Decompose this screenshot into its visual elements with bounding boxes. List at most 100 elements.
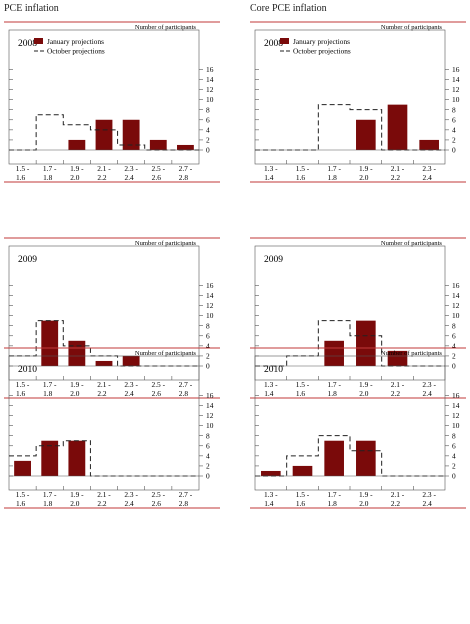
x-tick-label: 1.3 - [264, 380, 278, 389]
x-tick-label: 1.8 [328, 173, 338, 182]
x-tick-label: 1.8 [328, 389, 338, 398]
y-tick-label: 4 [452, 125, 456, 134]
y-tick-label: 10 [452, 311, 460, 320]
year-label: 2009 [18, 255, 37, 265]
y-tick-label: 2 [206, 352, 210, 361]
x-tick-label: 1.8 [43, 499, 53, 508]
x-tick-label: 1.8 [43, 389, 53, 398]
y-tick-label: 8 [206, 321, 210, 330]
x-tick-label: 1.7 - [43, 380, 57, 389]
x-tick-label: 1.8 [43, 173, 53, 182]
pce-2010-panel: Number of participants 0 2 4 6 8 10 12 14 16 1.5 -… [4, 347, 220, 518]
y-tick-label: 0 [452, 362, 456, 371]
january-bar [324, 340, 344, 366]
x-tick-label: 2.3 - [422, 164, 436, 173]
x-tick-label: 2.4 [125, 389, 135, 398]
y-tick-label: 14 [452, 401, 460, 410]
y-axis-label: Number of participants [381, 240, 443, 247]
x-tick-label: 2.1 - [97, 490, 111, 499]
january-bar [177, 144, 194, 150]
x-tick-label: 2.4 [125, 173, 135, 182]
year-label: 2010 [18, 365, 37, 375]
y-tick-label: 10 [206, 421, 214, 430]
x-tick-label: 1.9 - [70, 380, 84, 389]
x-tick-label: 1.7 - [327, 380, 341, 389]
legend-swatch-bar [34, 38, 43, 44]
y-tick-label: 8 [206, 105, 210, 114]
x-tick-label: 2.4 [423, 389, 433, 398]
y-tick-label: 4 [206, 125, 210, 134]
x-tick-label: 2.4 [423, 499, 433, 508]
y-tick-label: 16 [206, 65, 214, 74]
x-tick-label: 2.3 - [422, 490, 436, 499]
x-tick-label: 2.3 - [124, 380, 138, 389]
x-tick-label: 1.8 [328, 499, 338, 508]
x-tick-label: 1.5 - [296, 164, 310, 173]
x-tick-label: 2.1 - [391, 380, 405, 389]
y-tick-label: 8 [452, 321, 456, 330]
x-tick-label: 1.7 - [43, 490, 57, 499]
core-pce-column-title: Core PCE inflation [250, 3, 327, 14]
y-tick-label: 4 [452, 451, 456, 460]
x-tick-label: 1.6 [296, 389, 306, 398]
y-tick-label: 12 [206, 301, 214, 310]
x-tick-label: 2.5 - [152, 490, 166, 499]
x-tick-label: 1.6 [296, 173, 306, 182]
pce-2008-panel: Number of participants 0 2 4 6 8 10 12 14 16 1.5 -… [4, 21, 220, 192]
y-tick-label: 16 [452, 391, 460, 400]
january-bar [261, 470, 281, 476]
pce-2009-panel: Number of participants 0 2 4 6 8 10 12 14 16 1.5 -… [4, 237, 220, 408]
x-tick-label: 1.7 - [327, 490, 341, 499]
x-tick-label: 2.2 [391, 499, 401, 508]
january-bar [292, 465, 313, 476]
legend-label: January projections [47, 37, 104, 46]
y-tick-label: 12 [452, 85, 460, 94]
y-tick-label: 14 [206, 401, 214, 410]
january-bar [387, 104, 408, 150]
x-tick-label: 1.4 [264, 389, 274, 398]
y-tick-label: 12 [452, 411, 460, 420]
x-tick-label: 1.6 [16, 499, 26, 508]
x-tick-label: 1.6 [16, 389, 26, 398]
y-tick-label: 8 [452, 105, 456, 114]
x-tick-label: 1.5 - [16, 490, 30, 499]
y-tick-label: 2 [452, 462, 456, 471]
x-tick-label: 2.6 [152, 389, 162, 398]
y-tick-label: 12 [206, 411, 214, 420]
y-tick-label: 16 [206, 281, 214, 290]
y-tick-label: 6 [206, 441, 210, 450]
x-tick-label: 2.0 [70, 173, 80, 182]
x-tick-label: 2.1 - [97, 380, 111, 389]
y-tick-label: 10 [452, 95, 460, 104]
plot-area [8, 245, 200, 381]
y-axis-label: Number of participants [135, 240, 197, 247]
legend-swatch-bar [280, 38, 289, 44]
y-tick-label: 6 [206, 115, 210, 124]
january-bar [95, 360, 113, 366]
x-tick-label: 1.3 - [264, 490, 278, 499]
y-tick-label: 6 [206, 331, 210, 340]
x-tick-label: 2.8 [179, 389, 189, 398]
year-label: 2008 [18, 39, 37, 49]
x-tick-label: 2.0 [359, 173, 369, 182]
y-tick-label: 4 [452, 341, 456, 350]
january-bar [95, 119, 113, 150]
january-bar [68, 440, 86, 476]
y-tick-label: 6 [452, 441, 456, 450]
y-tick-label: 16 [206, 391, 214, 400]
y-tick-label: 8 [206, 431, 210, 440]
x-tick-label: 2.8 [179, 499, 189, 508]
x-tick-label: 2.3 - [124, 490, 138, 499]
x-tick-label: 2.5 - [152, 164, 166, 173]
x-tick-label: 2.3 - [422, 380, 436, 389]
core-2010-panel: Number of participants 0 2 4 6 8 10 12 14 16 1.3 -… [250, 347, 466, 518]
pce-column-title: PCE inflation [4, 3, 59, 14]
x-tick-label: 2.4 [423, 173, 433, 182]
january-bar [122, 119, 140, 150]
january-bar [14, 460, 31, 476]
x-tick-label: 2.3 - [124, 164, 138, 173]
y-tick-label: 16 [452, 281, 460, 290]
legend-label: October projections [293, 47, 351, 56]
